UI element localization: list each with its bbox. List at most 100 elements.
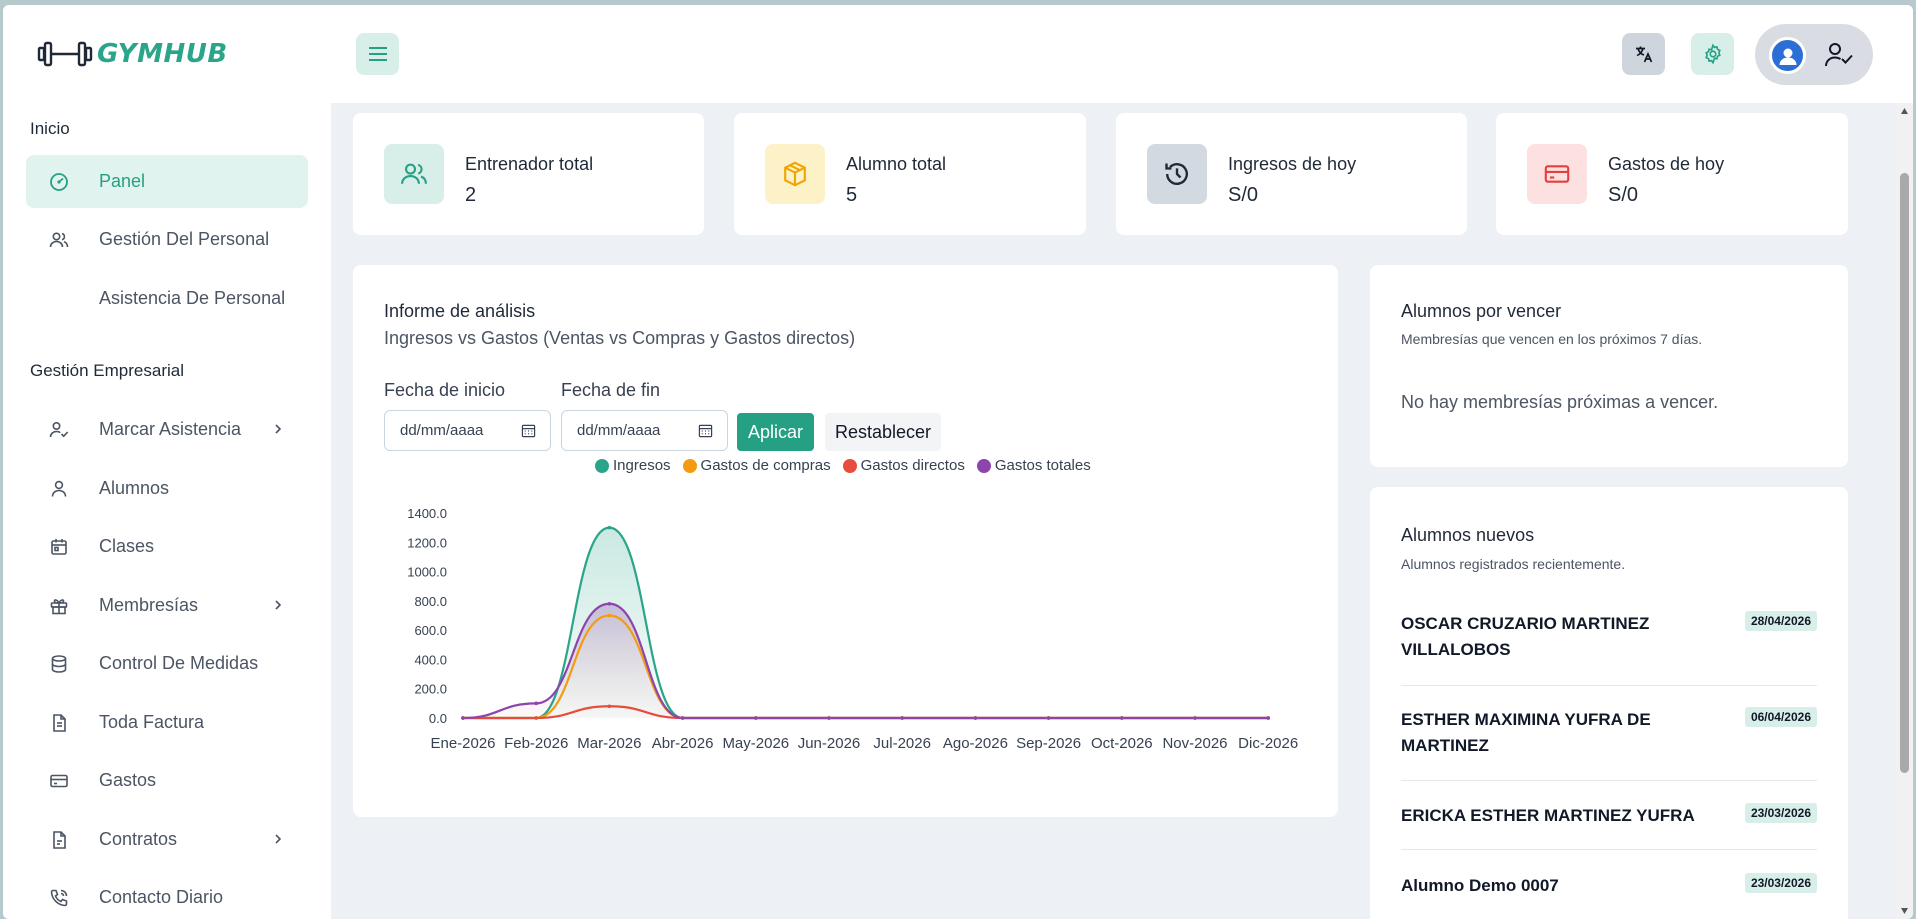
settings-button[interactable] bbox=[1691, 33, 1734, 75]
data-point-gastos-totales[interactable] bbox=[1193, 716, 1197, 720]
x-tick-label: Sep-2026 bbox=[1016, 735, 1081, 752]
analysis-card: Informe de análisis Ingresos vs Gastos (… bbox=[353, 265, 1338, 817]
sidebar-item-label: Asistencia De Personal bbox=[99, 288, 286, 308]
apply-button[interactable]: Aplicar bbox=[737, 413, 814, 451]
data-point-gastos-totales[interactable] bbox=[461, 716, 465, 720]
list-item[interactable]: OSCAR CRUZARIO MARTINEZ VILLALOBOS 28/04… bbox=[1401, 611, 1817, 665]
legend-item-gastos-totales[interactable]: Gastos totales bbox=[976, 457, 1091, 474]
expiring-card: Alumnos por vencer Membresías que vencen… bbox=[1370, 265, 1848, 467]
y-tick-label: 1000.0 bbox=[407, 565, 447, 580]
sidebar-item-label: Panel bbox=[99, 171, 146, 191]
sidebar-item-gastos[interactable]: Gastos bbox=[26, 754, 308, 807]
new-students-card: Alumnos nuevos Alumnos registrados recie… bbox=[1370, 487, 1848, 919]
data-point-gastos-totales[interactable] bbox=[827, 716, 831, 720]
section-title-gestion: Gestión Empresarial bbox=[30, 361, 185, 380]
chevron-right-icon bbox=[275, 600, 282, 610]
users-icon bbox=[49, 232, 69, 248]
gear-icon bbox=[1704, 43, 1721, 65]
data-point-gastos-totales[interactable] bbox=[1120, 716, 1124, 720]
y-tick-label: 1200.0 bbox=[407, 535, 447, 550]
sidebar-item-label: Clases bbox=[99, 536, 155, 556]
stat-label: Ingresos de hoy bbox=[1228, 154, 1357, 174]
sidebar-item-alumnos[interactable]: Alumnos bbox=[26, 462, 308, 515]
legend-item-gastos-compras[interactable]: Gastos de compras bbox=[682, 457, 831, 474]
scroll-down-arrow-icon[interactable] bbox=[1900, 907, 1909, 915]
end-date-input[interactable]: dd/mm/aaaa bbox=[561, 410, 728, 451]
data-point-gastos-compras[interactable] bbox=[607, 613, 612, 618]
data-point-gastos-totales[interactable] bbox=[534, 701, 538, 706]
scrollbar-thumb[interactable] bbox=[1900, 173, 1909, 773]
calendar-icon[interactable] bbox=[698, 423, 713, 438]
data-point-gastos-directos[interactable] bbox=[534, 716, 538, 720]
sidebar-item-control-medidas[interactable]: Control De Medidas bbox=[26, 637, 308, 690]
student-name: Alumno Demo 0007 bbox=[1401, 876, 1559, 895]
sidebar-item-membresias[interactable]: Membresías bbox=[26, 579, 308, 632]
legend-swatch bbox=[682, 458, 697, 473]
sidebar-item-gestion-personal[interactable]: Gestión Del Personal bbox=[26, 213, 308, 266]
language-button[interactable] bbox=[1622, 33, 1665, 75]
expiring-subtitle: Membresías que vencen en los próximos 7 … bbox=[1401, 331, 1703, 347]
phone-icon bbox=[50, 889, 68, 907]
user-icon bbox=[51, 480, 67, 497]
sidebar-item-label: Alumnos bbox=[99, 478, 170, 498]
section-title-inicio: Inicio bbox=[30, 119, 70, 138]
menu-toggle-button[interactable] bbox=[356, 33, 399, 75]
date-placeholder: dd/mm/aaaa bbox=[577, 422, 661, 439]
data-point-ingresos[interactable] bbox=[607, 525, 612, 530]
data-point-gastos-totales[interactable] bbox=[680, 716, 685, 720]
expiring-empty-message: No hay membresías próximas a vencer. bbox=[1401, 392, 1719, 412]
sidebar-item-contratos[interactable]: Contratos bbox=[26, 813, 308, 866]
sidebar-item-clases[interactable]: Clases bbox=[26, 520, 308, 573]
avatar[interactable] bbox=[1769, 37, 1806, 74]
logo[interactable]: GYMHUB bbox=[37, 39, 228, 69]
scrollbar[interactable] bbox=[1896, 103, 1913, 919]
data-point-gastos-totales[interactable] bbox=[1266, 716, 1270, 720]
data-point-gastos-directos[interactable] bbox=[607, 704, 612, 709]
reset-button[interactable]: Restablecer bbox=[825, 413, 941, 451]
stat-card-alumnos: Alumno total 5 bbox=[734, 113, 1086, 235]
data-point-gastos-totales[interactable] bbox=[1046, 716, 1051, 720]
analysis-subtitle: Ingresos vs Gastos (Ventas vs Compras y … bbox=[384, 328, 856, 348]
divider bbox=[1401, 849, 1817, 850]
data-point-gastos-totales[interactable] bbox=[973, 716, 978, 720]
sidebar-item-label: Contacto Diario bbox=[99, 887, 224, 907]
gift-icon bbox=[50, 599, 68, 615]
sidebar-item-contacto-diario[interactable]: Contacto Diario bbox=[26, 871, 308, 919]
scroll-up-arrow-icon[interactable] bbox=[1900, 107, 1909, 115]
list-item[interactable]: ERICKA ESTHER MARTINEZ YUFRA 23/03/2026 bbox=[1401, 803, 1817, 833]
sidebar-item-label: Toda Factura bbox=[99, 712, 205, 732]
credit-card-icon bbox=[50, 774, 68, 788]
sidebar-item-marcar-asistencia[interactable]: Marcar Asistencia bbox=[26, 403, 308, 456]
x-tick-label: Dic-2026 bbox=[1238, 735, 1298, 752]
data-point-gastos-totales[interactable] bbox=[607, 601, 612, 606]
hamburger-icon bbox=[368, 47, 387, 61]
legend-swatch bbox=[595, 458, 609, 473]
date-badge: 06/04/2026 bbox=[1744, 707, 1817, 727]
sidebar-item-toda-factura[interactable]: Toda Factura bbox=[26, 696, 308, 749]
topbar bbox=[331, 5, 1913, 103]
file-text-icon bbox=[53, 714, 66, 732]
sidebar-item-panel[interactable]: Panel bbox=[26, 155, 308, 208]
new-students-title: Alumnos nuevos bbox=[1401, 525, 1535, 545]
user-menu[interactable] bbox=[1755, 24, 1873, 85]
stat-card-ingresos: Ingresos de hoy S/0 bbox=[1116, 113, 1467, 235]
user-check-icon bbox=[49, 421, 69, 438]
sidebar-item-asistencia-personal[interactable]: Asistencia De Personal bbox=[26, 272, 308, 325]
start-date-input[interactable]: dd/mm/aaaa bbox=[384, 410, 551, 451]
student-name: ERICKA ESTHER MARTINEZ YUFRA bbox=[1401, 806, 1695, 825]
x-tick-label: Jul-2026 bbox=[873, 735, 931, 752]
data-point-gastos-totales[interactable] bbox=[900, 716, 904, 720]
list-item[interactable]: Alumno Demo 0007 23/03/2026 bbox=[1401, 873, 1817, 903]
y-tick-label: 400.0 bbox=[414, 652, 447, 667]
history-icon bbox=[1165, 163, 1188, 185]
y-tick-label: 0.0 bbox=[429, 711, 447, 726]
legend-item-ingresos[interactable]: Ingresos bbox=[595, 457, 671, 474]
list-item[interactable]: ESTHER MAXIMINA YUFRA DE MARTINEZ 06/04/… bbox=[1401, 707, 1817, 761]
legend-swatch bbox=[976, 458, 991, 473]
legend-item-gastos-directos[interactable]: Gastos directos bbox=[842, 457, 965, 474]
gauge-icon bbox=[50, 173, 68, 191]
calendar-icon[interactable] bbox=[521, 423, 536, 438]
end-date-label: Fecha de fin bbox=[561, 380, 661, 400]
divider bbox=[1401, 685, 1817, 686]
data-point-gastos-totales[interactable] bbox=[754, 716, 758, 720]
